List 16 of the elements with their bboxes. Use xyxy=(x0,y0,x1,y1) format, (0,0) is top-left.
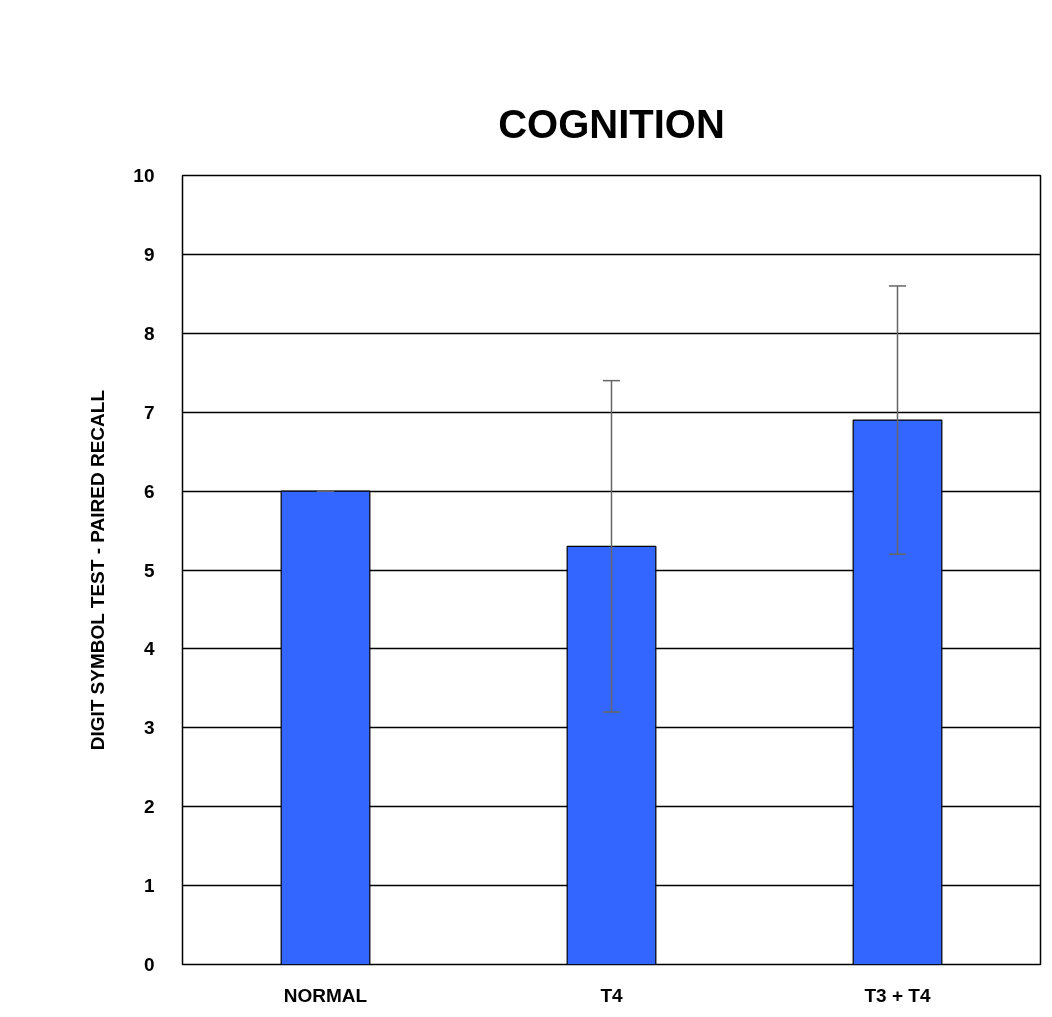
y-tick-label: 5 xyxy=(143,559,155,581)
y-tick-label: 9 xyxy=(143,243,155,265)
x-tick-label: T3 + T4 xyxy=(864,984,931,1006)
x-tick-label: T4 xyxy=(600,984,624,1006)
y-tick-label: 8 xyxy=(143,322,155,344)
y-tick-label: 4 xyxy=(143,638,155,660)
y-tick-label: 2 xyxy=(143,796,155,818)
y-axis-title: DIGIT SYMBOL TEST - PAIRED RECALL xyxy=(87,389,109,751)
y-tick-label: 0 xyxy=(143,954,155,975)
y-tick-label: 6 xyxy=(143,480,155,502)
y-tick-label: 3 xyxy=(143,717,155,739)
y-tick-label: 10 xyxy=(133,165,155,186)
x-tick-label: NORMAL xyxy=(283,984,368,1006)
y-tick-label: 7 xyxy=(143,401,155,423)
y-tick-label: 1 xyxy=(143,875,155,897)
chart-title: COGNITION xyxy=(498,101,725,146)
